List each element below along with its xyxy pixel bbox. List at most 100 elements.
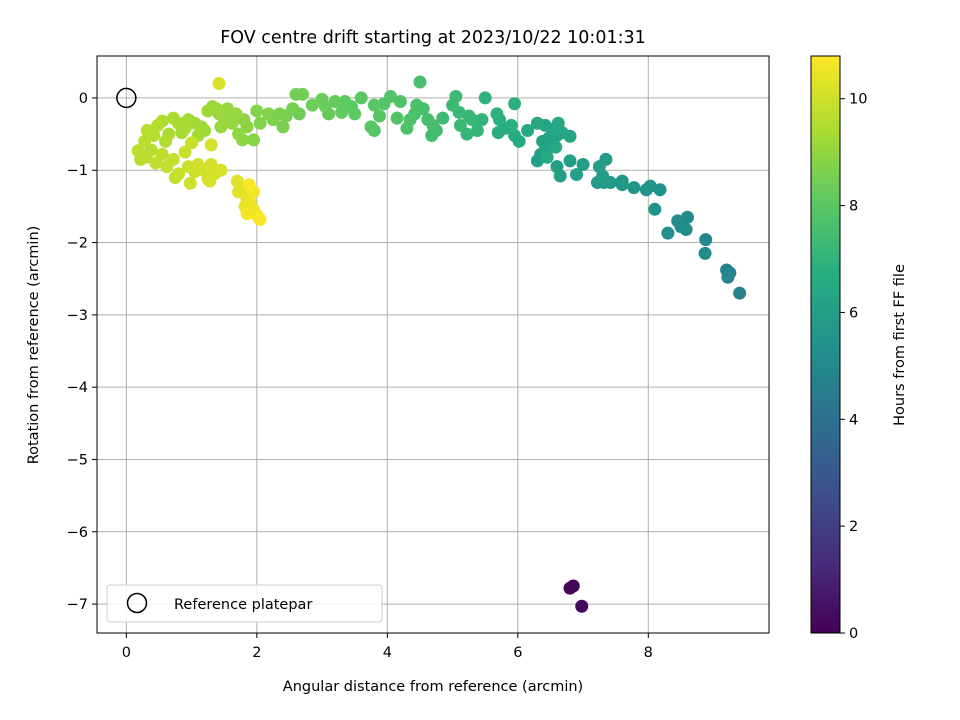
x-tick-label: 8 (644, 645, 653, 661)
data-point (140, 123, 154, 137)
y-tick-label: 0 (79, 91, 88, 107)
data-point (354, 91, 368, 105)
data-point (551, 116, 565, 130)
data-point (490, 107, 504, 121)
data-point (521, 123, 535, 137)
y-tick-label: −7 (67, 597, 88, 613)
data-point (338, 95, 352, 109)
colorbar-tick-label: 8 (849, 199, 858, 215)
data-point (400, 121, 414, 135)
data-point (504, 118, 518, 132)
data-point (242, 178, 256, 192)
data-point (138, 134, 152, 148)
data-point (253, 116, 267, 130)
colorbar-tick-label: 4 (849, 412, 858, 428)
x-tick-label: 2 (252, 645, 261, 661)
data-point (289, 87, 303, 101)
data-point (367, 98, 381, 112)
data-point (204, 138, 218, 152)
data-point (348, 107, 362, 121)
colorbar-tick-label: 10 (849, 92, 867, 108)
data-point (364, 120, 378, 134)
data-point (178, 145, 192, 159)
colorbar: 0 2 4 6 8 10 Hours from first FF file (810, 55, 908, 642)
data-point (250, 104, 264, 118)
y-axis-ticks: 0 −1 −2 −3 −4 −5 −6 −7 (67, 91, 97, 613)
colorbar-gradient (810, 55, 841, 634)
x-tick-label: 4 (383, 645, 392, 661)
y-tick-label: −5 (67, 452, 88, 468)
x-axis-ticks: 0 2 4 6 8 (122, 633, 653, 661)
colorbar-label: Hours from first FF file (892, 264, 908, 426)
data-point (462, 109, 476, 123)
data-point (183, 176, 197, 190)
data-point (436, 111, 450, 125)
data-point (540, 150, 554, 164)
data-point (201, 104, 215, 118)
data-point (680, 210, 694, 224)
data-point (575, 599, 589, 613)
data-point (661, 226, 675, 240)
grid-lines (97, 56, 769, 633)
reference-marker (116, 87, 137, 109)
data-point (159, 134, 173, 148)
data-point (699, 233, 713, 247)
data-points (131, 75, 747, 613)
colorbar-tick-label: 6 (849, 305, 858, 321)
data-point (508, 129, 522, 143)
data-point (139, 150, 153, 164)
data-point (185, 136, 199, 150)
data-point (449, 89, 463, 103)
data-point (453, 118, 467, 132)
legend-reference-label: Reference platepar (174, 597, 312, 613)
chart-title: FOV centre drift starting at 2023/10/22 … (220, 28, 646, 48)
data-point (563, 129, 577, 143)
colorbar-tick-label: 0 (849, 626, 858, 642)
data-point (305, 98, 319, 112)
data-point (566, 579, 580, 593)
data-point (615, 178, 629, 192)
data-point (470, 123, 484, 137)
y-tick-label: −3 (67, 308, 88, 324)
data-point (247, 133, 261, 147)
data-point (203, 174, 217, 188)
data-point (639, 183, 653, 197)
colorbar-ticks: 0 2 4 6 8 10 (840, 92, 867, 642)
data-point (276, 120, 290, 134)
x-tick-label: 6 (513, 645, 522, 661)
colorbar-tick-label: 2 (849, 519, 858, 535)
data-point (674, 220, 688, 234)
data-point (390, 111, 404, 125)
data-point (393, 95, 407, 109)
data-point (155, 147, 169, 161)
data-point (475, 113, 489, 127)
data-point (166, 152, 180, 166)
data-point (733, 286, 747, 300)
data-point (166, 111, 180, 125)
data-point (214, 120, 228, 134)
data-point (648, 202, 662, 216)
y-tick-label: −4 (67, 380, 88, 396)
data-point (653, 183, 667, 197)
data-point (698, 246, 712, 260)
data-point (530, 116, 544, 130)
data-point (214, 163, 228, 177)
data-point (627, 181, 641, 195)
data-point (262, 107, 276, 121)
data-point (377, 97, 391, 111)
x-tick-label: 0 (122, 645, 131, 661)
data-point (549, 140, 563, 154)
data-point (335, 105, 349, 119)
data-point (421, 113, 435, 127)
data-point (253, 212, 267, 226)
legend: Reference platepar (106, 584, 383, 623)
legend-box (106, 584, 383, 623)
data-point (232, 127, 246, 141)
data-point (576, 157, 590, 171)
data-point (373, 109, 387, 123)
y-tick-label: −2 (67, 236, 88, 252)
y-tick-label: −6 (67, 525, 88, 541)
data-point (478, 91, 492, 105)
data-point (550, 160, 564, 174)
